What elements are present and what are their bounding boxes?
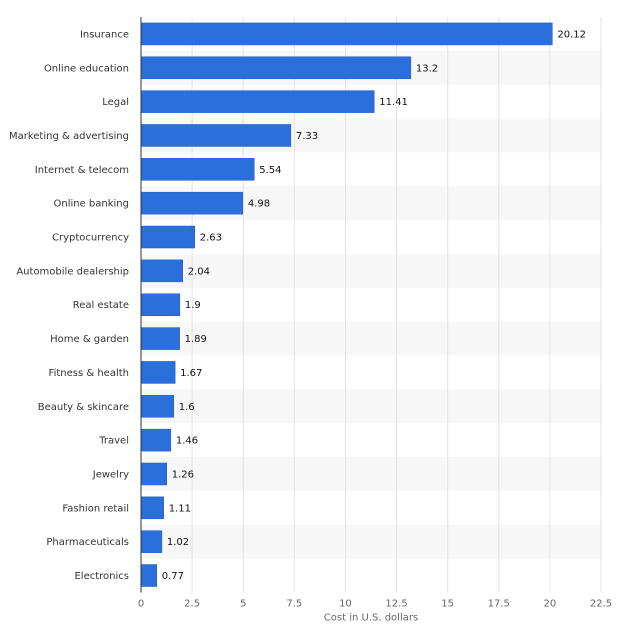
value-label: 2.63	[200, 233, 222, 244]
category-label: Home & garden	[50, 334, 129, 345]
category-label: Real estate	[73, 300, 129, 311]
bar	[140, 395, 174, 418]
bar	[140, 327, 180, 350]
bar	[140, 124, 292, 147]
x-tick-label: 20	[544, 598, 557, 609]
bar	[140, 158, 255, 181]
value-label: 5.54	[259, 165, 281, 176]
bar	[140, 22, 553, 46]
bars	[140, 22, 553, 587]
value-label: 2.04	[188, 266, 210, 277]
value-label: 1.11	[169, 503, 191, 514]
bar	[140, 496, 164, 520]
category-labels: Insurance Online education Legal Marketing …	[9, 29, 129, 582]
bar	[140, 564, 157, 587]
category-label: Travel	[98, 436, 129, 447]
category-label: Automobile dealership	[16, 266, 129, 277]
row-band	[141, 321, 601, 356]
x-axis-ticks: 0 2.5 5 7.5 10 12.5 15 17.5 20 22.5	[138, 598, 612, 609]
bar	[140, 191, 244, 215]
value-label: 1.26	[172, 469, 194, 480]
category-label: Internet & telecom	[35, 165, 129, 176]
value-labels: 20.12 13.2 11.41 7.33 5.54 4.98 2.63 2.04 1.9 1.8…	[162, 29, 586, 582]
bar	[140, 361, 176, 384]
value-label: 11.41	[379, 97, 408, 108]
category-label: Beauty & skincare	[38, 402, 129, 413]
value-label: 1.67	[180, 368, 202, 379]
value-label: 1.9	[185, 300, 201, 311]
bar	[140, 293, 181, 316]
category-label: Legal	[102, 97, 129, 108]
x-tick-label: 10	[339, 598, 352, 609]
category-label: Electronics	[74, 571, 129, 582]
bar	[140, 56, 412, 80]
row-band	[141, 389, 601, 424]
x-tick-label: 17.5	[488, 598, 510, 609]
x-tick-label: 22.5	[590, 598, 612, 609]
x-tick-label: 7.5	[286, 598, 302, 609]
category-label: Fashion retail	[62, 503, 129, 514]
x-tick-label: 2.5	[184, 598, 200, 609]
bar	[140, 530, 163, 553]
x-tick-label: 0	[138, 598, 144, 609]
category-label: Fitness & health	[49, 368, 129, 379]
value-label: 20.12	[557, 29, 586, 40]
category-label: Online banking	[53, 199, 129, 210]
bar	[140, 259, 183, 283]
x-tick-label: 15	[441, 598, 454, 609]
x-tick-label: 12.5	[385, 598, 407, 609]
value-label: 1.02	[167, 537, 189, 548]
value-label: 1.46	[176, 436, 198, 447]
value-label: 13.2	[416, 63, 438, 74]
category-label: Jewelry	[92, 469, 129, 480]
value-label: 1.6	[179, 402, 195, 413]
value-label: 4.98	[248, 199, 270, 210]
row-band	[141, 253, 601, 288]
value-label: 0.77	[162, 571, 184, 582]
row-bands	[141, 50, 601, 559]
category-label: Insurance	[80, 29, 129, 40]
category-label: Pharmaceuticals	[46, 537, 129, 548]
x-axis-title: Cost in U.S. dollars	[324, 612, 418, 623]
x-tick-label: 5	[240, 598, 246, 609]
bar	[140, 428, 172, 452]
value-label: 1.89	[185, 334, 207, 345]
value-label: 7.33	[296, 131, 318, 142]
gridlines	[191, 17, 602, 593]
bar	[140, 462, 168, 486]
bar	[140, 225, 196, 249]
category-label: Online education	[44, 63, 129, 74]
bar	[140, 90, 375, 113]
category-label: Cryptocurrency	[52, 233, 129, 244]
row-band	[141, 524, 601, 559]
category-label: Marketing & advertising	[9, 131, 129, 142]
row-band	[141, 457, 601, 491]
